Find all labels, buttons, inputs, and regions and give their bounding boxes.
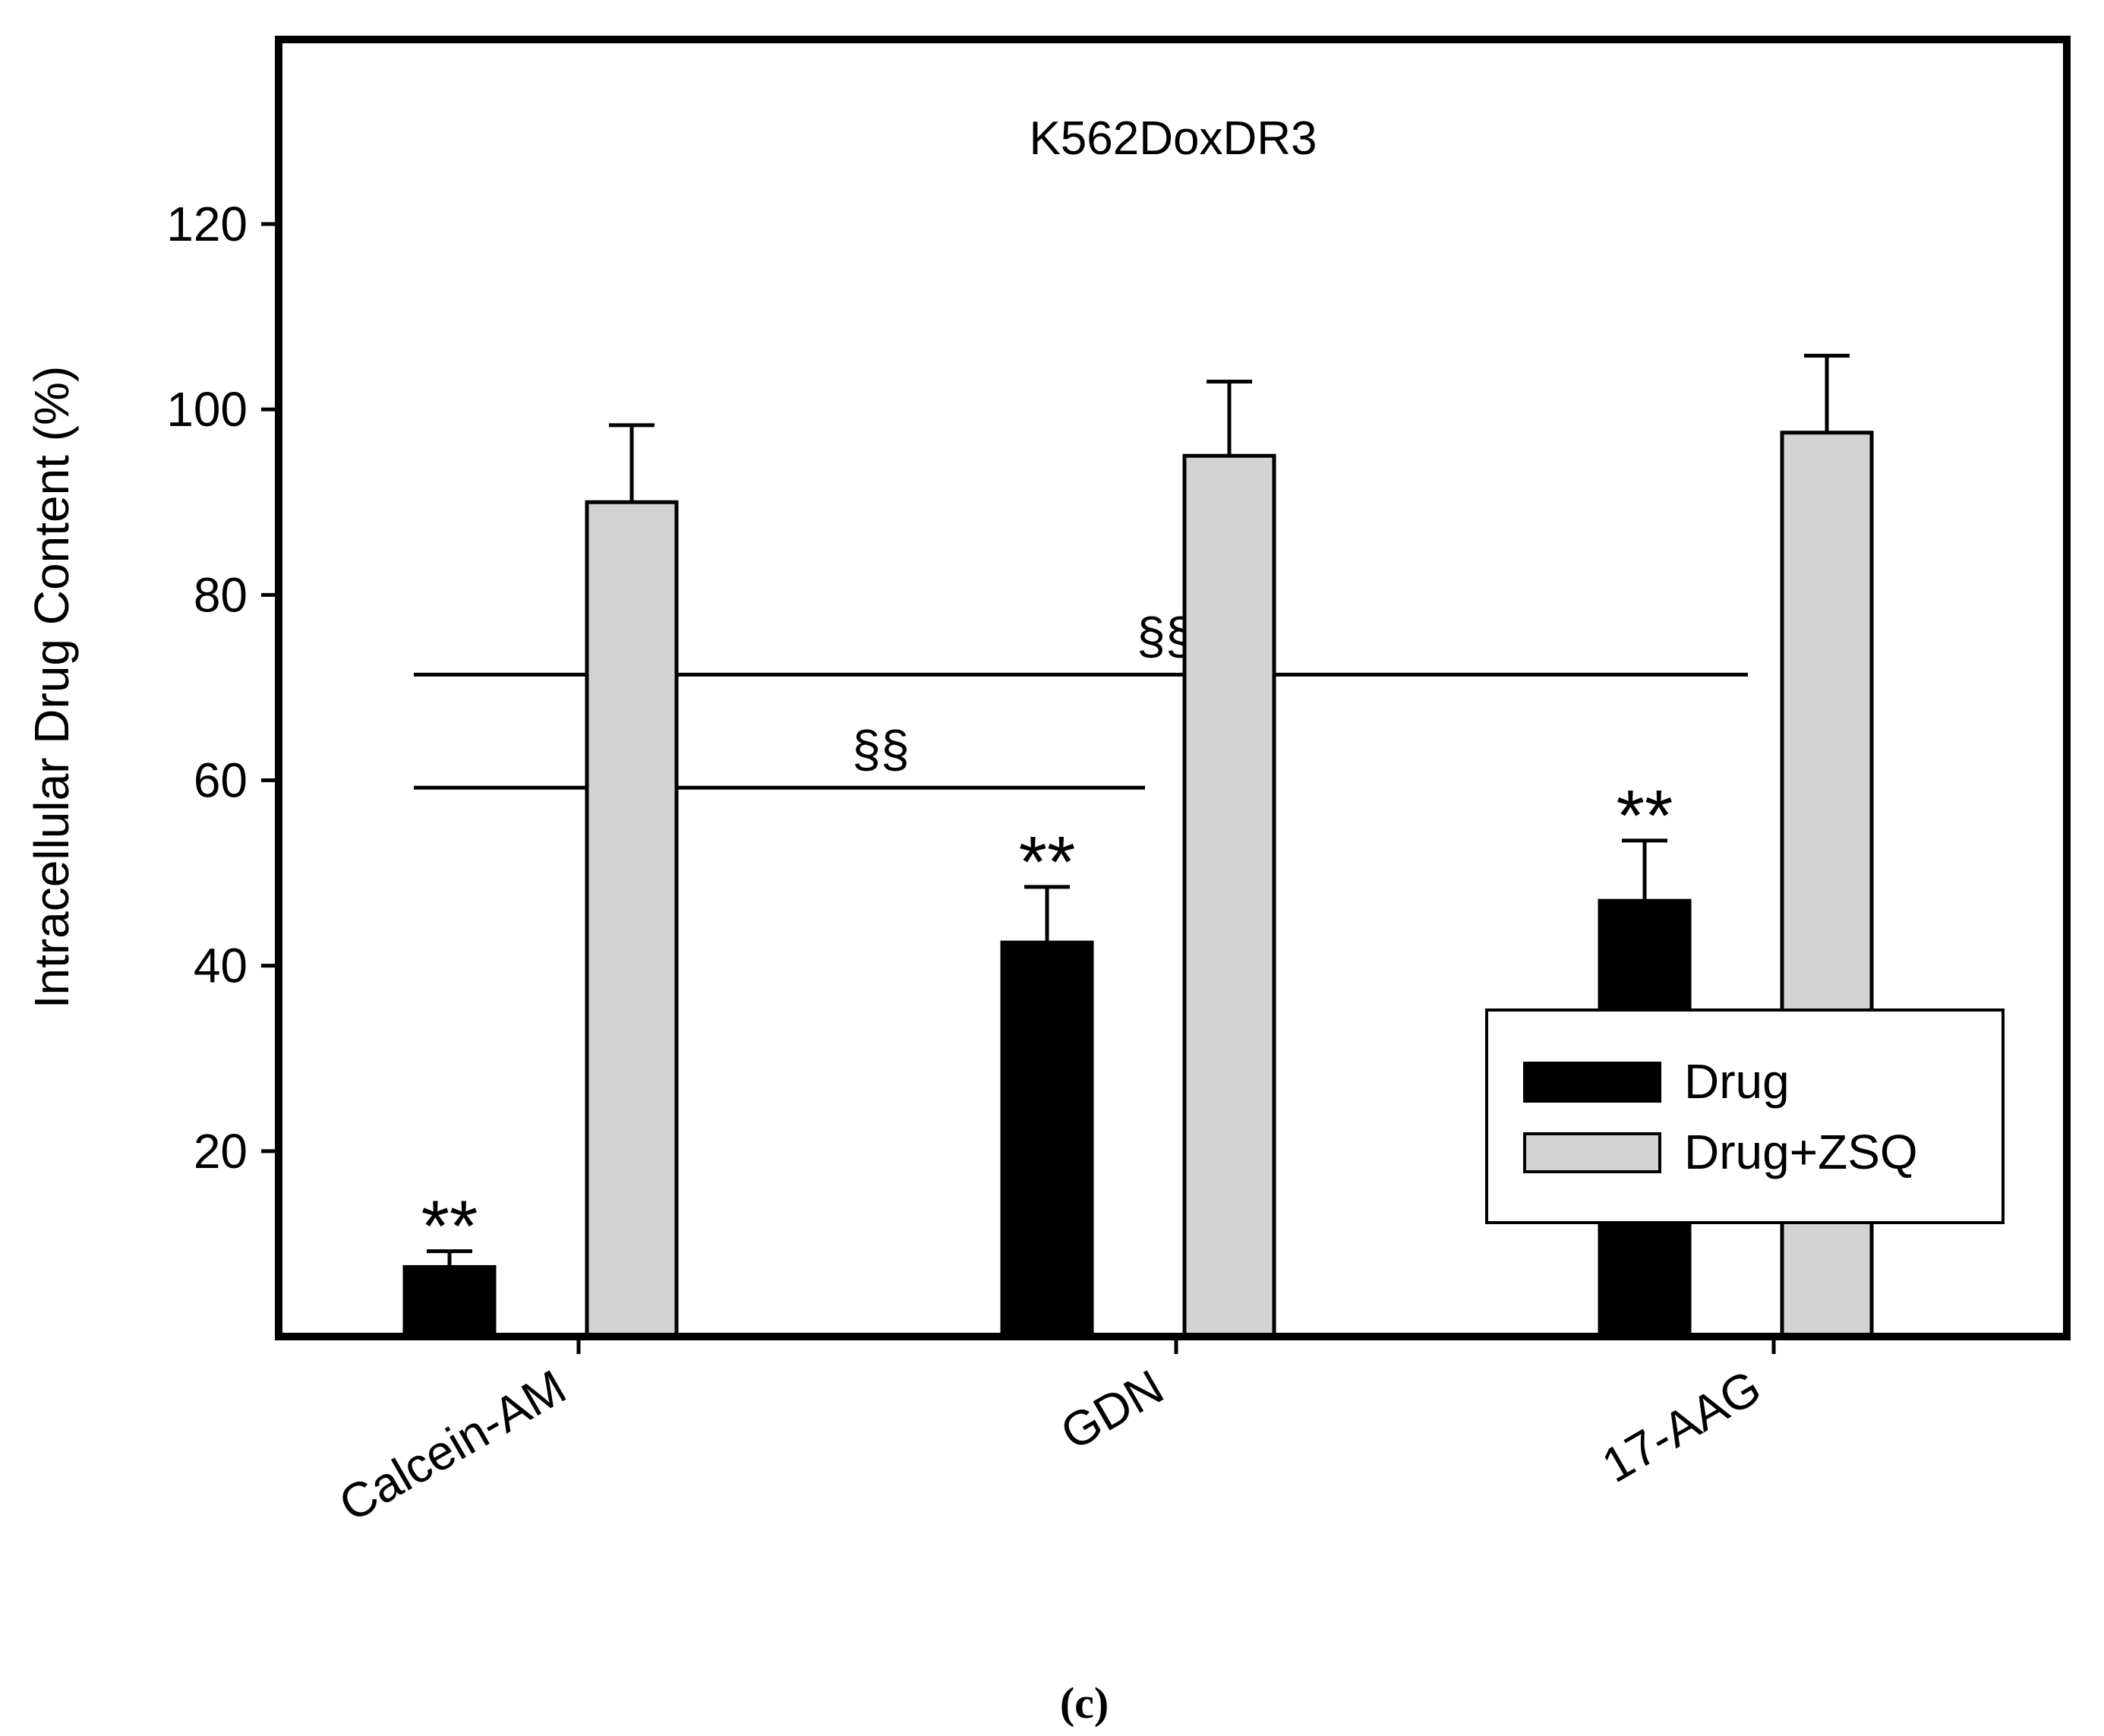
significance-stars: ** — [1019, 822, 1076, 903]
significance-stars: ** — [421, 1186, 478, 1267]
y-tick-label: 40 — [194, 939, 248, 993]
legend-swatch — [1523, 1132, 1661, 1173]
bar-drug — [402, 1264, 497, 1339]
bar-drug-zsq — [1182, 453, 1276, 1339]
bar-drug — [1000, 940, 1094, 1339]
y-axis-label: Intracellular Drug Content (%) — [24, 366, 79, 1009]
y-tick-label: 60 — [194, 753, 248, 808]
figure-caption: (c) — [1060, 1678, 1109, 1728]
y-tick-label: 120 — [166, 197, 248, 251]
significance-label: §§ — [852, 720, 910, 778]
legend-label: Drug — [1684, 1054, 1790, 1109]
legend-label: Drug+ZSQ — [1684, 1125, 1918, 1179]
x-tick-label: Calcein-AM — [330, 1359, 575, 1532]
legend-swatch — [1523, 1062, 1661, 1103]
y-tick-label: 20 — [194, 1124, 248, 1179]
bar-drug-zsq — [585, 500, 679, 1339]
y-tick-label: 80 — [194, 567, 248, 622]
legend: Drug Drug+ZSQ — [1485, 1008, 2005, 1224]
x-tick-label: GDN — [1052, 1359, 1172, 1460]
plot-frame — [275, 36, 2071, 1340]
y-tick-label: 100 — [166, 382, 248, 437]
x-tick-label: 17-AAG — [1593, 1359, 1770, 1493]
legend-box — [1485, 1008, 2005, 1224]
chart-title: K562DoxDR3 — [1029, 112, 1317, 165]
significance-stars: ** — [1617, 775, 1673, 857]
